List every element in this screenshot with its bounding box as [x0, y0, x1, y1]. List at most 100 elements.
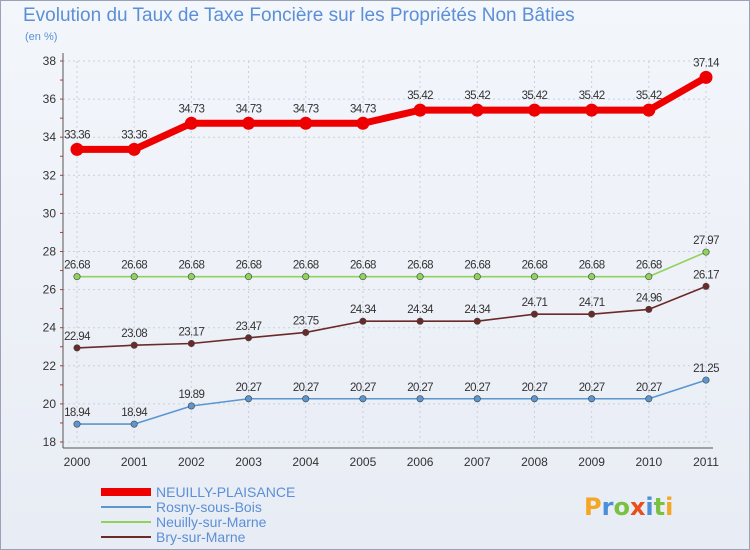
- data-point-bry-sur-marne-2007: [473, 317, 481, 325]
- data-point-bry-sur-marne-2009: [588, 310, 596, 318]
- data-point-bry-sur-marne-2002: [187, 340, 195, 348]
- data-point-bry-sur-marne-2005: [359, 317, 367, 325]
- data-label-bry-sur-marne-2008: 24.71: [522, 297, 548, 309]
- data-label-neuilly-sur-marne-2003: 26.68: [236, 260, 262, 272]
- data-point-rosny-sous-bois-2008: [530, 395, 538, 403]
- data-point-neuilly-plaisance-2005: [356, 116, 370, 130]
- data-label-bry-sur-marne-2000: 22.94: [64, 331, 91, 343]
- data-label-neuilly-sur-marne-2001: 26.68: [121, 260, 147, 272]
- data-point-neuilly-sur-marne-2007: [473, 273, 481, 281]
- data-point-neuilly-plaisance-2000: [70, 142, 84, 156]
- data-point-neuilly-sur-marne-2006: [416, 273, 424, 281]
- data-label-neuilly-sur-marne-2007: 26.68: [464, 260, 490, 272]
- data-label-bry-sur-marne-2001: 23.08: [121, 328, 147, 340]
- y-tick-label-36: 36: [43, 92, 57, 106]
- data-label-rosny-sous-bois-2003: 20.27: [236, 382, 262, 394]
- y-tick-label-30: 30: [43, 206, 57, 220]
- series-line-rosny-sous-bois: [76, 379, 707, 425]
- legend: NEUILLY-PLAISANCE Rosny-sous-Bois Neuill…: [101, 484, 401, 545]
- logo-letter: i: [665, 493, 674, 521]
- data-point-neuilly-sur-marne-2005: [359, 273, 367, 281]
- data-label-neuilly-plaisance-2005: 34.73: [350, 103, 376, 115]
- data-label-neuilly-sur-marne-2000: 26.68: [64, 260, 90, 272]
- x-tick-label-2005: 2005: [350, 455, 377, 469]
- logo-letter: P: [584, 493, 602, 521]
- series-line-bry-sur-marne: [76, 285, 707, 349]
- y-tick-label-22: 22: [43, 359, 57, 373]
- data-label-bry-sur-marne-2005: 24.34: [350, 304, 377, 316]
- data-point-neuilly-plaisance-2004: [299, 116, 313, 130]
- legend-item-bry-sur-marne: Bry-sur-Marne: [101, 529, 401, 545]
- data-label-neuilly-plaisance-2011: 37.14: [693, 57, 720, 69]
- data-label-neuilly-plaisance-2000: 33.36: [64, 129, 90, 141]
- legend-label-neuilly-plaisance: NEUILLY-PLAISANCE: [156, 484, 296, 500]
- x-tick-label-2011: 2011: [693, 455, 719, 469]
- data-point-neuilly-plaisance-2009: [585, 103, 599, 117]
- legend-item-rosny-sous-bois: Rosny-sous-Bois: [101, 499, 401, 515]
- data-point-bry-sur-marne-2000: [73, 344, 81, 352]
- series-line-neuilly-plaisance: [73, 73, 710, 153]
- data-point-bry-sur-marne-2003: [245, 334, 253, 342]
- data-point-bry-sur-marne-2011: [702, 282, 710, 290]
- y-tick-label-38: 38: [43, 54, 57, 68]
- data-point-neuilly-sur-marne-2008: [530, 273, 538, 281]
- data-label-neuilly-sur-marne-2010: 26.68: [636, 260, 662, 272]
- data-label-rosny-sous-bois-2002: 19.89: [178, 389, 204, 401]
- data-label-bry-sur-marne-2002: 23.17: [178, 327, 204, 339]
- data-point-rosny-sous-bois-2007: [473, 395, 481, 403]
- legend-swatch-bry-sur-marne: [101, 536, 151, 538]
- data-label-neuilly-plaisance-2004: 34.73: [293, 103, 319, 115]
- data-point-neuilly-plaisance-2001: [127, 142, 141, 156]
- legend-swatch-neuilly-plaisance: [101, 488, 151, 496]
- data-label-rosny-sous-bois-2011: 21.25: [693, 363, 719, 375]
- data-point-neuilly-plaisance-2010: [642, 103, 656, 117]
- x-tick-label-2003: 2003: [235, 455, 262, 469]
- data-label-bry-sur-marne-2003: 23.47: [236, 321, 262, 333]
- x-tick-label-2010: 2010: [635, 455, 662, 469]
- y-tick-label-20: 20: [43, 397, 57, 411]
- data-label-bry-sur-marne-2011: 26.17: [693, 269, 719, 281]
- data-label-bry-sur-marne-2004: 23.75: [293, 315, 319, 327]
- data-label-neuilly-sur-marne-2011: 27.97: [693, 235, 719, 247]
- data-point-rosny-sous-bois-2009: [588, 395, 596, 403]
- data-label-neuilly-sur-marne-2002: 26.68: [178, 260, 204, 272]
- data-label-bry-sur-marne-2010: 24.96: [636, 292, 662, 304]
- data-point-neuilly-plaisance-2007: [470, 103, 484, 117]
- data-label-rosny-sous-bois-2005: 20.27: [350, 382, 376, 394]
- data-label-bry-sur-marne-2009: 24.71: [579, 297, 605, 309]
- chart-title: Evolution du Taux de Taxe Foncière sur l…: [23, 5, 575, 26]
- data-label-neuilly-plaisance-2003: 34.73: [236, 103, 262, 115]
- legend-item-neuilly-plaisance: NEUILLY-PLAISANCE: [101, 484, 401, 500]
- x-tick-label-2004: 2004: [292, 455, 319, 469]
- legend-item-neuilly-sur-marne: Neuilly-sur-Marne: [101, 514, 401, 530]
- y-tick-label-34: 34: [43, 130, 57, 144]
- data-label-neuilly-sur-marne-2009: 26.68: [579, 260, 605, 272]
- x-tick-label-2000: 2000: [64, 455, 91, 469]
- legend-label-neuilly-sur-marne: Neuilly-sur-Marne: [156, 514, 267, 530]
- x-tick-label-2006: 2006: [407, 455, 434, 469]
- y-tick-label-26: 26: [43, 283, 57, 297]
- data-point-bry-sur-marne-2008: [530, 310, 538, 318]
- data-point-rosny-sous-bois-2011: [702, 376, 710, 384]
- logo-letter: t: [653, 493, 666, 521]
- data-label-neuilly-sur-marne-2006: 26.68: [407, 260, 433, 272]
- legend-swatch-neuilly-sur-marne: [101, 521, 151, 523]
- data-label-neuilly-sur-marne-2005: 26.68: [350, 260, 376, 272]
- data-point-rosny-sous-bois-2006: [416, 395, 424, 403]
- data-point-rosny-sous-bois-2004: [302, 395, 310, 403]
- data-label-neuilly-sur-marne-2004: 26.68: [293, 260, 319, 272]
- logo-letter: i: [645, 493, 654, 521]
- data-label-neuilly-sur-marne-2008: 26.68: [522, 260, 548, 272]
- data-point-neuilly-sur-marne-2004: [302, 273, 310, 281]
- data-point-neuilly-sur-marne-2010: [645, 273, 653, 281]
- proxiti-logo: Proxiti: [584, 493, 673, 521]
- x-tick-label-2008: 2008: [521, 455, 548, 469]
- data-label-neuilly-plaisance-2006: 35.42: [407, 90, 433, 102]
- data-label-rosny-sous-bois-2004: 20.27: [293, 382, 319, 394]
- logo-letter: o: [613, 493, 630, 521]
- data-point-rosny-sous-bois-2010: [645, 395, 653, 403]
- data-label-rosny-sous-bois-2009: 20.27: [579, 382, 605, 394]
- y-tick-label-24: 24: [43, 321, 57, 335]
